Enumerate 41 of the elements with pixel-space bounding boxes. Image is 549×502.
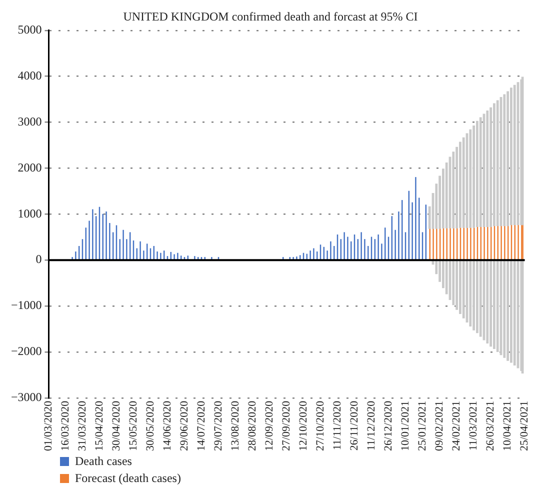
legend-label: Forecast (death cases)	[75, 471, 181, 486]
legend-label: Death cases	[75, 454, 132, 469]
x-tick-label: 29/07/2020	[212, 400, 225, 452]
x-tick-label: 11/11/2020	[332, 400, 344, 450]
x-tick-label: 11/03/2021	[468, 400, 480, 451]
x-tick-label: 13/08/2020	[230, 400, 242, 452]
y-tick-label: 3000	[18, 114, 42, 128]
y-tick-label: −2000	[10, 344, 42, 358]
x-tick-label: 27/09/2020	[280, 400, 293, 452]
x-tick-label: 31/03/2020	[76, 400, 89, 452]
x-tick-label: 26/11/2020	[348, 400, 361, 451]
x-tick-label: 01/03/2020	[42, 400, 55, 452]
x-tick-label: 12/09/2020	[264, 400, 276, 452]
x-tick-label: 28/08/2020	[246, 400, 259, 452]
x-tick-label: 14/06/2020	[162, 400, 174, 452]
chart-title: UNITED KINGDOM confirmed death and forcast at 95% CI	[123, 9, 418, 24]
x-tick-label: 14/07/2020	[196, 400, 208, 452]
y-tick-label: 2000	[18, 160, 42, 174]
x-tick-label: 25/01/2021	[416, 400, 429, 452]
x-tick-label: 30/05/2020	[144, 400, 157, 452]
y-tick-label: −3000	[10, 390, 42, 404]
x-tick-label: 24/02/2021	[450, 400, 463, 452]
x-tick-label: 26/12/2020	[382, 400, 395, 452]
x-tick-label: 26/03/2021	[484, 400, 497, 452]
x-tick-label: 09/02/2021	[434, 400, 446, 452]
x-tick-label: 12/10/2020	[298, 400, 310, 452]
x-tick-label: 30/04/2020	[110, 400, 123, 452]
y-tick-label: 4000	[18, 68, 42, 82]
x-tick-label: 10/04/2021	[502, 400, 514, 452]
x-tick-label: 10/01/2021	[400, 400, 412, 452]
x-tick-label: 27/10/2020	[314, 400, 327, 452]
y-tick-label: 0	[36, 252, 42, 266]
x-tick-label: 16/03/2020	[60, 400, 72, 452]
x-tick-label: 29/06/2020	[178, 400, 191, 452]
x-tick-label: 25/04/2021	[518, 400, 531, 452]
y-tick-label: 1000	[18, 206, 42, 220]
x-tick-label: 11/12/2020	[366, 400, 378, 451]
y-tick-label: 5000	[18, 22, 42, 37]
x-tick-label: 15/04/2020	[94, 400, 106, 452]
x-tick-label: 15/05/2020	[128, 400, 140, 452]
y-tick-label: −1000	[10, 298, 42, 312]
